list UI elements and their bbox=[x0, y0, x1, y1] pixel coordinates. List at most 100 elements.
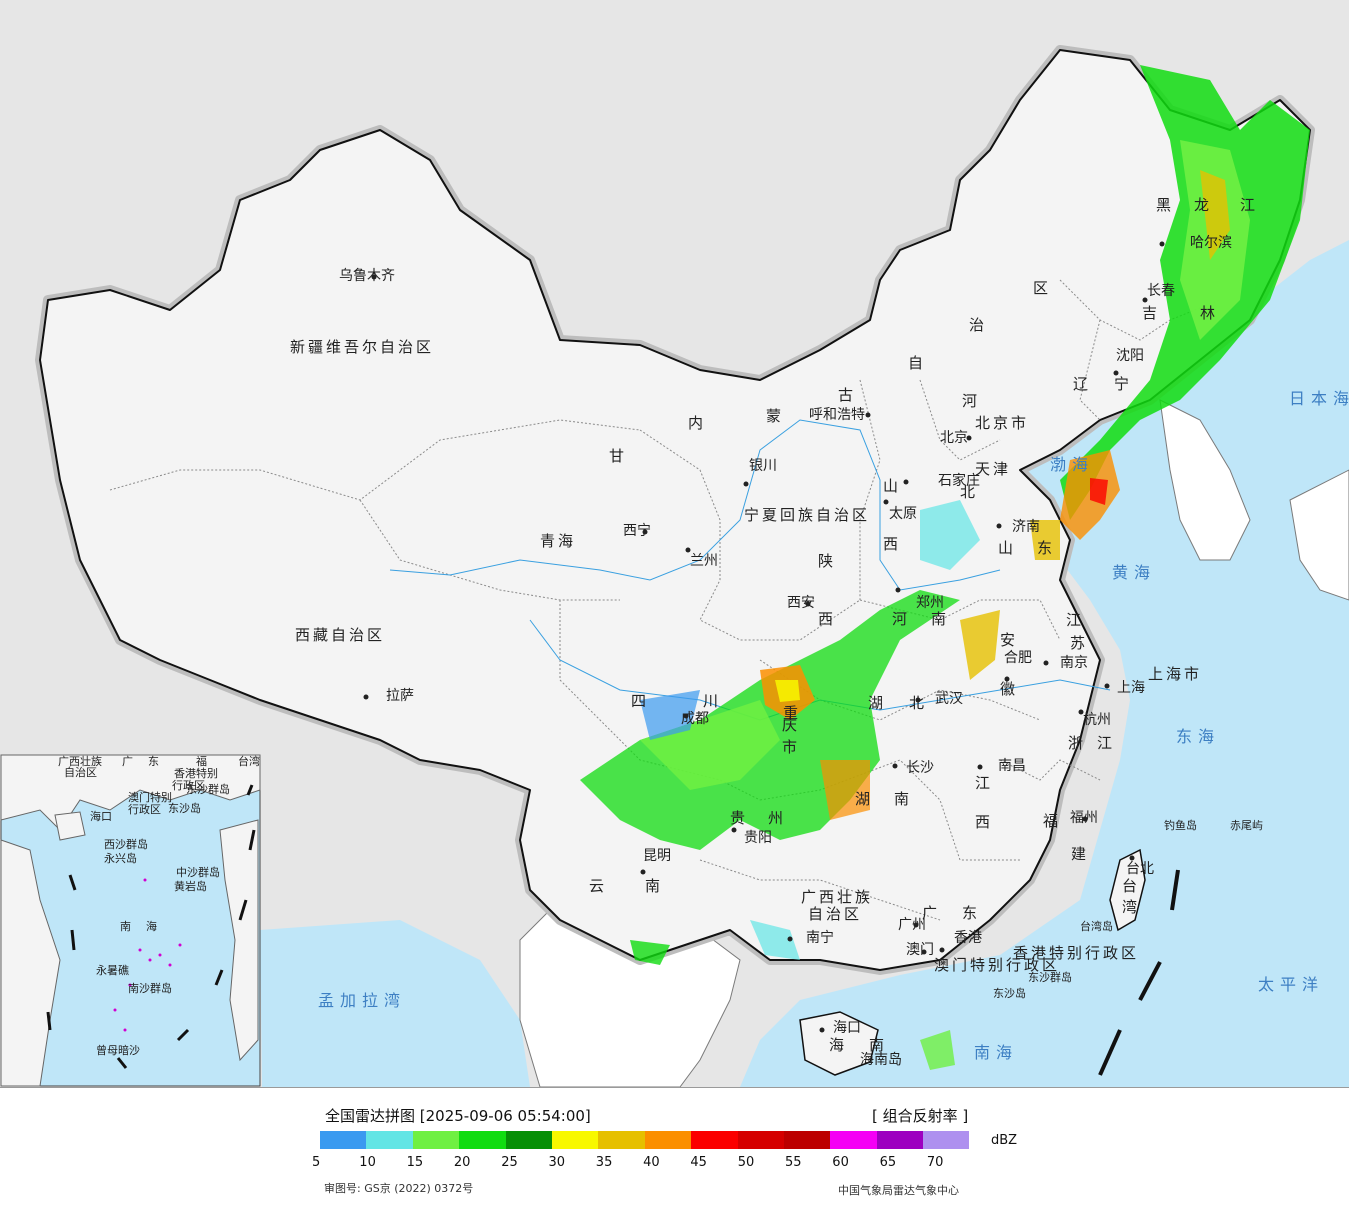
province-label: 内 bbox=[688, 414, 706, 432]
city-label: 海口 bbox=[833, 1020, 861, 1036]
city-label: 贵阳 bbox=[744, 830, 772, 846]
city-label: 海南岛 bbox=[860, 1052, 902, 1068]
province-label: 四 bbox=[631, 692, 649, 710]
province-label: 东 bbox=[1037, 539, 1055, 557]
inset-label: 永暑礁 bbox=[96, 963, 129, 977]
province-label: 市 bbox=[782, 738, 800, 756]
province-label: 区 bbox=[1033, 279, 1051, 297]
city-marker bbox=[642, 529, 648, 535]
province-label: 湖 bbox=[855, 790, 873, 808]
province-label: 江 bbox=[1066, 611, 1084, 629]
sea-label: 渤海 bbox=[1050, 455, 1094, 474]
inset-label: 海口 bbox=[90, 809, 112, 823]
province-label: 上海市 bbox=[1148, 665, 1202, 683]
province-label: 徽 bbox=[1000, 680, 1018, 698]
province-label: 河 bbox=[962, 392, 980, 410]
city-label: 昆明 bbox=[643, 848, 671, 864]
city-label: 广州 bbox=[898, 917, 926, 933]
inset-label: 南 bbox=[120, 920, 131, 933]
city-label: 上海 bbox=[1117, 680, 1145, 696]
sea-label: 太平洋 bbox=[1258, 975, 1324, 994]
city-label: 南昌 bbox=[998, 758, 1026, 774]
city-label: 兰州 bbox=[690, 553, 718, 569]
province-label: 贵 bbox=[730, 809, 748, 827]
city-label: 长春 bbox=[1147, 283, 1175, 299]
scale-tick-label: 20 bbox=[453, 1155, 471, 1170]
city-marker bbox=[640, 869, 646, 875]
city-marker bbox=[805, 601, 811, 607]
color-swatch bbox=[459, 1131, 506, 1149]
inset-label: 广 bbox=[122, 755, 133, 768]
scale-tick-label: 35 bbox=[595, 1155, 613, 1170]
sea-label: 黄海 bbox=[1112, 563, 1156, 582]
province-label: 北 bbox=[960, 483, 978, 501]
inset-label: 南沙群岛 bbox=[128, 981, 172, 995]
province-label: 青海 bbox=[540, 532, 576, 550]
city-marker bbox=[731, 827, 737, 833]
province-label: 西 bbox=[883, 535, 901, 553]
city-label: 太原 bbox=[889, 506, 917, 522]
city-marker bbox=[363, 694, 369, 700]
city-label: 福州 bbox=[1070, 810, 1098, 826]
province-label: 自治区 bbox=[808, 905, 862, 923]
city-label: 石家庄 bbox=[938, 472, 980, 489]
color-swatch bbox=[644, 1131, 692, 1149]
city-label: 济南 bbox=[1012, 519, 1040, 535]
scale-tick-label: 5 bbox=[312, 1155, 321, 1170]
province-label: 北京市 bbox=[975, 414, 1029, 432]
province-label: 澳门特别行政区 bbox=[934, 956, 1060, 974]
inset-label: 广西壮族 bbox=[58, 754, 102, 768]
city-marker bbox=[939, 947, 945, 953]
city-marker bbox=[913, 922, 919, 928]
province-label: 湖 bbox=[868, 694, 886, 712]
province-label: 云 bbox=[589, 877, 607, 895]
data-source: 中国气象局雷达气象中心 bbox=[838, 1184, 959, 1197]
scale-tick-label: 70 bbox=[926, 1155, 944, 1170]
province-label: 宁 bbox=[1114, 375, 1132, 393]
city-label: 香港 bbox=[954, 930, 982, 946]
province-label: 宁夏回族自治区 bbox=[744, 506, 870, 524]
city-marker bbox=[1104, 683, 1110, 689]
province-label: 庆 bbox=[782, 716, 800, 734]
province-label: 南 bbox=[645, 877, 663, 895]
city-label: 成都 bbox=[681, 711, 709, 727]
sea-label: 南海 bbox=[974, 1043, 1018, 1062]
province-label: 天津 bbox=[975, 460, 1011, 478]
inset-label: 曾母暗沙 bbox=[96, 1043, 140, 1057]
color-swatch bbox=[320, 1131, 367, 1149]
inset-label: 东沙岛 bbox=[168, 801, 201, 815]
province-label: 江 bbox=[1097, 734, 1115, 752]
province-label: 自 bbox=[908, 354, 926, 372]
product-label: [ 组合反射率 ] bbox=[872, 1107, 969, 1125]
city-marker bbox=[895, 587, 901, 593]
city-marker bbox=[819, 1027, 825, 1033]
province-label: 西 bbox=[975, 813, 993, 831]
color-swatch bbox=[876, 1131, 924, 1149]
island-label: 东沙岛 bbox=[993, 986, 1026, 1000]
province-label: 广 bbox=[922, 904, 940, 922]
city-label: 南京 bbox=[1060, 655, 1088, 671]
city-label: 台北 bbox=[1126, 861, 1154, 877]
color-scale-ticks: 5 10 15 20 25 30 35 40 45 50 55 60 65 70 bbox=[312, 1155, 952, 1171]
province-label: 龙 bbox=[1194, 196, 1212, 214]
scale-tick-label: 25 bbox=[501, 1155, 518, 1170]
color-swatch bbox=[366, 1131, 413, 1149]
city-label: 长沙 bbox=[906, 760, 934, 776]
province-label: 州 bbox=[768, 809, 786, 827]
province-label: 山 bbox=[883, 477, 901, 495]
inset-label: 台湾 bbox=[238, 754, 260, 768]
city-marker bbox=[903, 479, 909, 485]
city-marker bbox=[743, 481, 749, 487]
province-label: 南 bbox=[894, 790, 912, 808]
city-marker bbox=[683, 713, 689, 719]
province-label: 新疆维吾尔自治区 bbox=[290, 338, 434, 356]
city-label: 拉萨 bbox=[386, 688, 414, 704]
scale-tick-label: 30 bbox=[548, 1155, 566, 1170]
city-marker bbox=[915, 697, 921, 703]
sea-label: 日本海 bbox=[1289, 389, 1349, 408]
province-label: 甘 bbox=[609, 447, 627, 465]
color-swatch bbox=[691, 1131, 738, 1149]
map-approval-number: 审图号: GS京 (2022) 0372号 bbox=[324, 1182, 474, 1195]
city-marker bbox=[1159, 241, 1165, 247]
inset-label: 澳门特别 bbox=[128, 790, 172, 804]
